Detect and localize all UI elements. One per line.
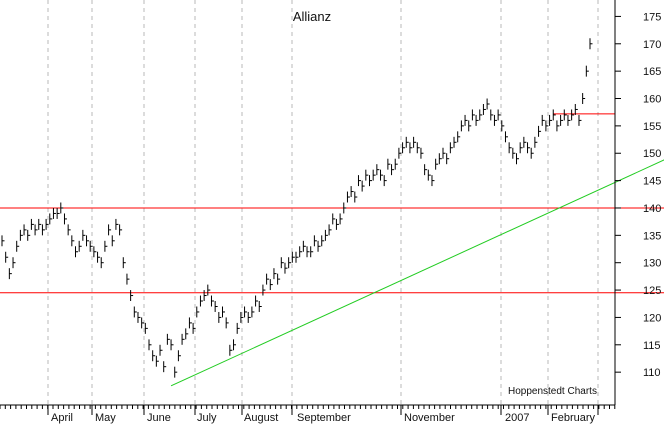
y-tick-label: 145	[643, 176, 661, 188]
y-tick-label: 115	[643, 340, 661, 352]
y-tick-label: 110	[643, 367, 661, 379]
y-tick-label: 125	[643, 285, 661, 297]
y-tick-label: 155	[643, 121, 661, 133]
trend-line	[170, 159, 664, 387]
x-tick-label: June	[147, 412, 171, 424]
y-tick-label: 160	[643, 94, 661, 106]
x-tick-label: February	[551, 412, 596, 424]
x-tick-label: September	[297, 412, 351, 424]
source-label: Hoppenstedt Charts	[508, 386, 597, 397]
y-tick-label: 165	[643, 66, 661, 78]
y-tick-label: 150	[643, 148, 661, 160]
x-tick-label: November	[404, 412, 455, 424]
chart-title: Allianz	[293, 9, 331, 24]
y-tick-label: 130	[643, 258, 661, 270]
x-tick-label: July	[197, 412, 217, 424]
x-tick-label: May	[95, 412, 116, 424]
x-tick-label: April	[51, 412, 73, 424]
x-tick-label: 2007	[505, 412, 529, 424]
y-tick-label: 140	[643, 203, 661, 215]
y-tick-label: 170	[643, 39, 661, 51]
y-tick-label: 175	[643, 11, 661, 23]
y-tick-label: 135	[643, 230, 661, 242]
y-tick-label: 120	[643, 312, 661, 324]
x-tick-label: August	[244, 412, 278, 424]
